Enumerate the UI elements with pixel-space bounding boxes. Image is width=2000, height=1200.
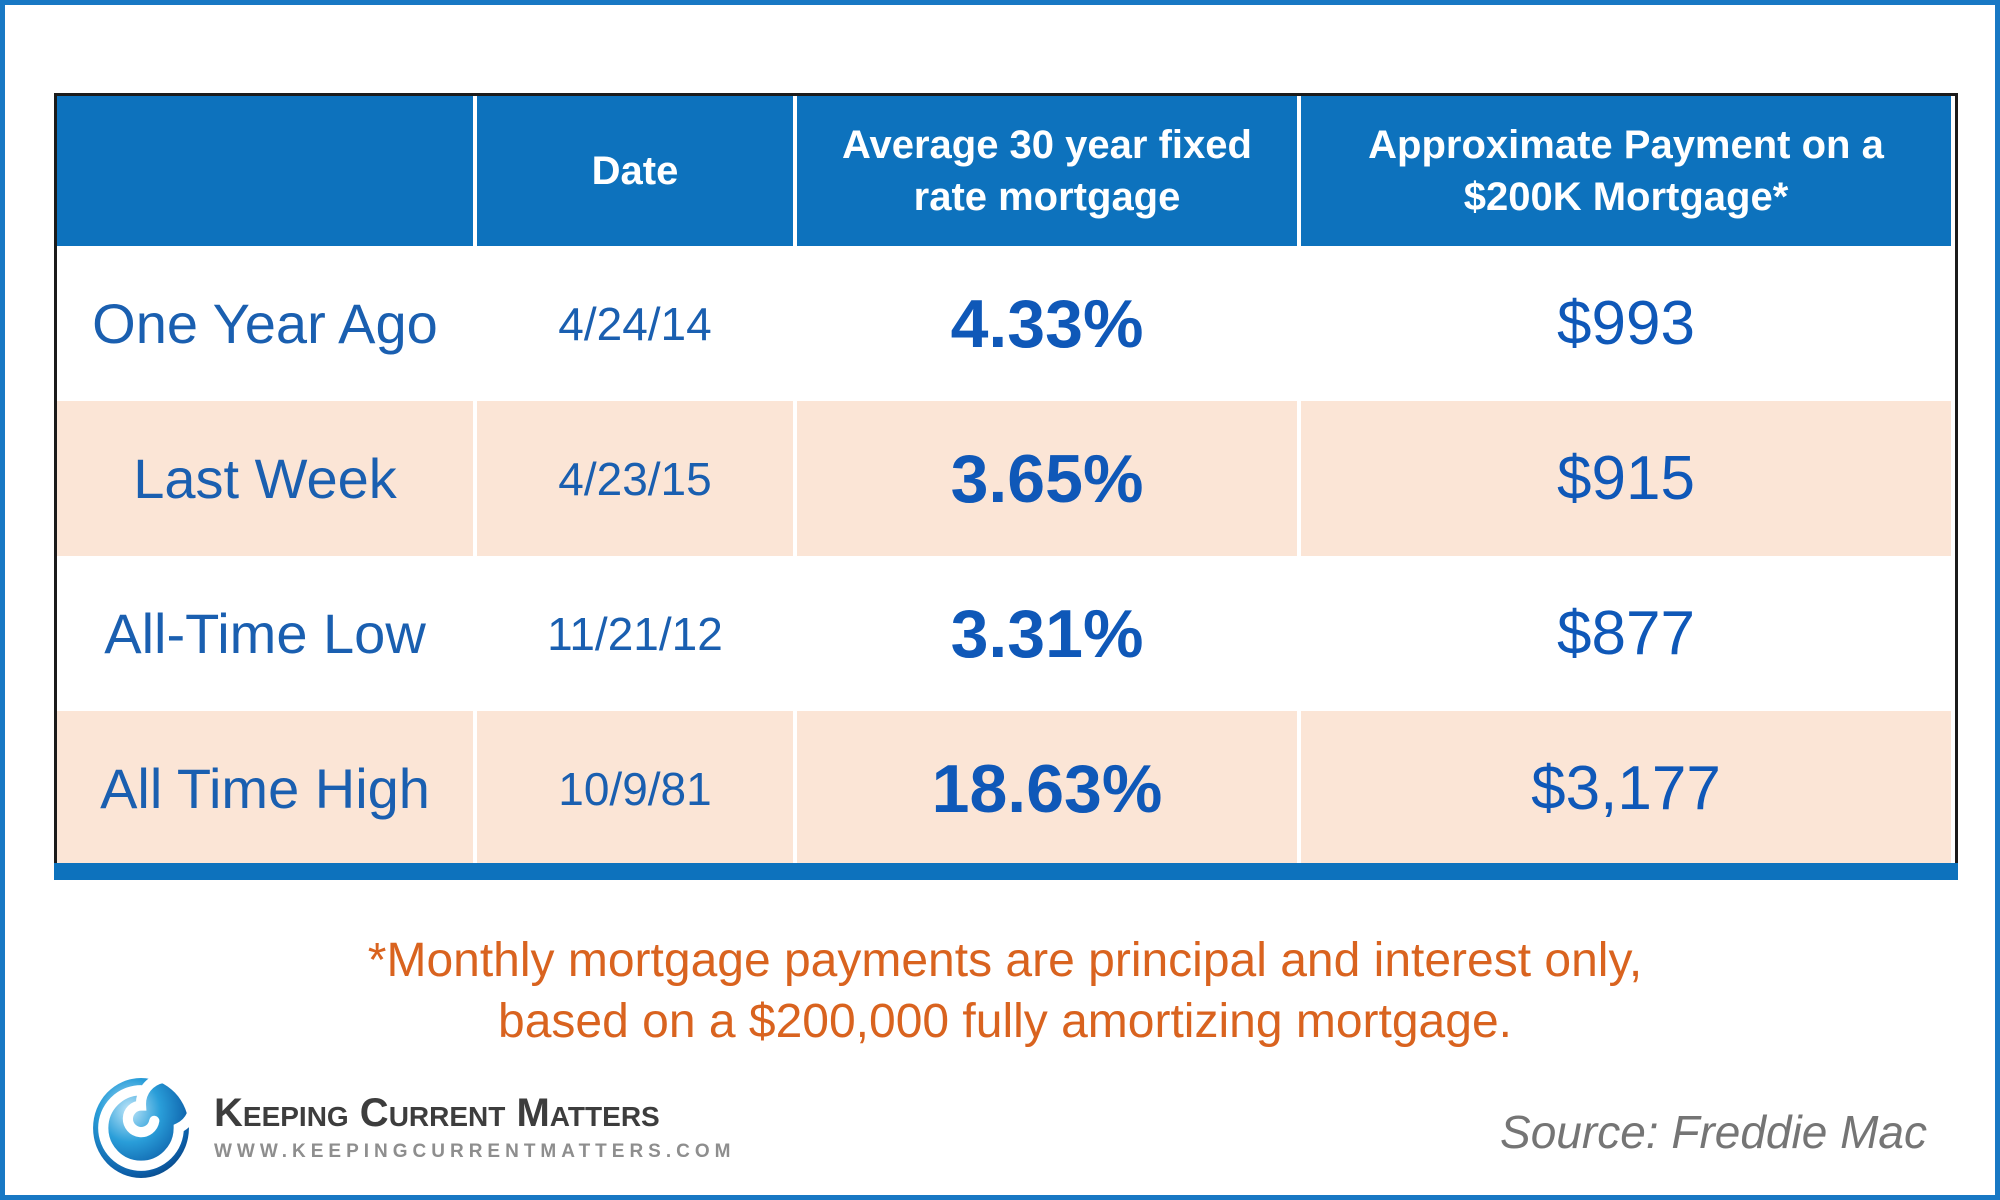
row-date: 10/9/81 — [477, 711, 793, 866]
kcm-swirl-icon — [93, 1077, 192, 1178]
header-cell-date: Date — [477, 96, 793, 246]
row-payment: $877 — [1301, 556, 1951, 711]
kcm-logo-text: Keeping Current Matters WWW.KEEPINGCURRE… — [214, 1093, 735, 1163]
row-rate: 3.65% — [797, 401, 1297, 556]
mortgage-rate-table: Date Average 30 year fixed rate mortgage… — [54, 93, 1958, 869]
row-rate: 3.31% — [797, 556, 1297, 711]
row-label: All Time High — [57, 711, 473, 866]
row-date: 11/21/12 — [477, 556, 793, 711]
kcm-logo: Keeping Current Matters WWW.KEEPINGCURRE… — [90, 1077, 735, 1179]
row-payment: $915 — [1301, 401, 1951, 556]
header-cell-blank — [57, 96, 473, 246]
brand-website: WWW.KEEPINGCURRENTMATTERS.COM — [214, 1141, 736, 1162]
row-rate: 18.63% — [797, 711, 1297, 866]
footnote-line-1: *Monthly mortgage payments are principal… — [367, 934, 1643, 987]
row-payment: $3,177 — [1301, 711, 1951, 866]
row-date: 4/23/15 — [477, 401, 793, 556]
footnote: *Monthly mortgage payments are principal… — [5, 930, 1995, 1053]
table-bottom-accent-bar — [54, 863, 1958, 880]
row-label: All-Time Low — [57, 556, 473, 711]
row-label: One Year Ago — [57, 246, 473, 401]
source-credit: Source: Freddie Mac — [1500, 1106, 1927, 1158]
brand-name: Keeping Current Matters — [214, 1091, 660, 1135]
row-payment: $993 — [1301, 246, 1951, 401]
header-cell-rate: Average 30 year fixed rate mortgage — [797, 96, 1297, 246]
header-cell-payment: Approximate Payment on a $200K Mortgage* — [1301, 96, 1951, 246]
row-date: 4/24/14 — [477, 246, 793, 401]
row-label: Last Week — [57, 401, 473, 556]
row-rate: 4.33% — [797, 246, 1297, 401]
footnote-line-2: based on a $200,000 fully amortizing mor… — [498, 995, 1512, 1049]
